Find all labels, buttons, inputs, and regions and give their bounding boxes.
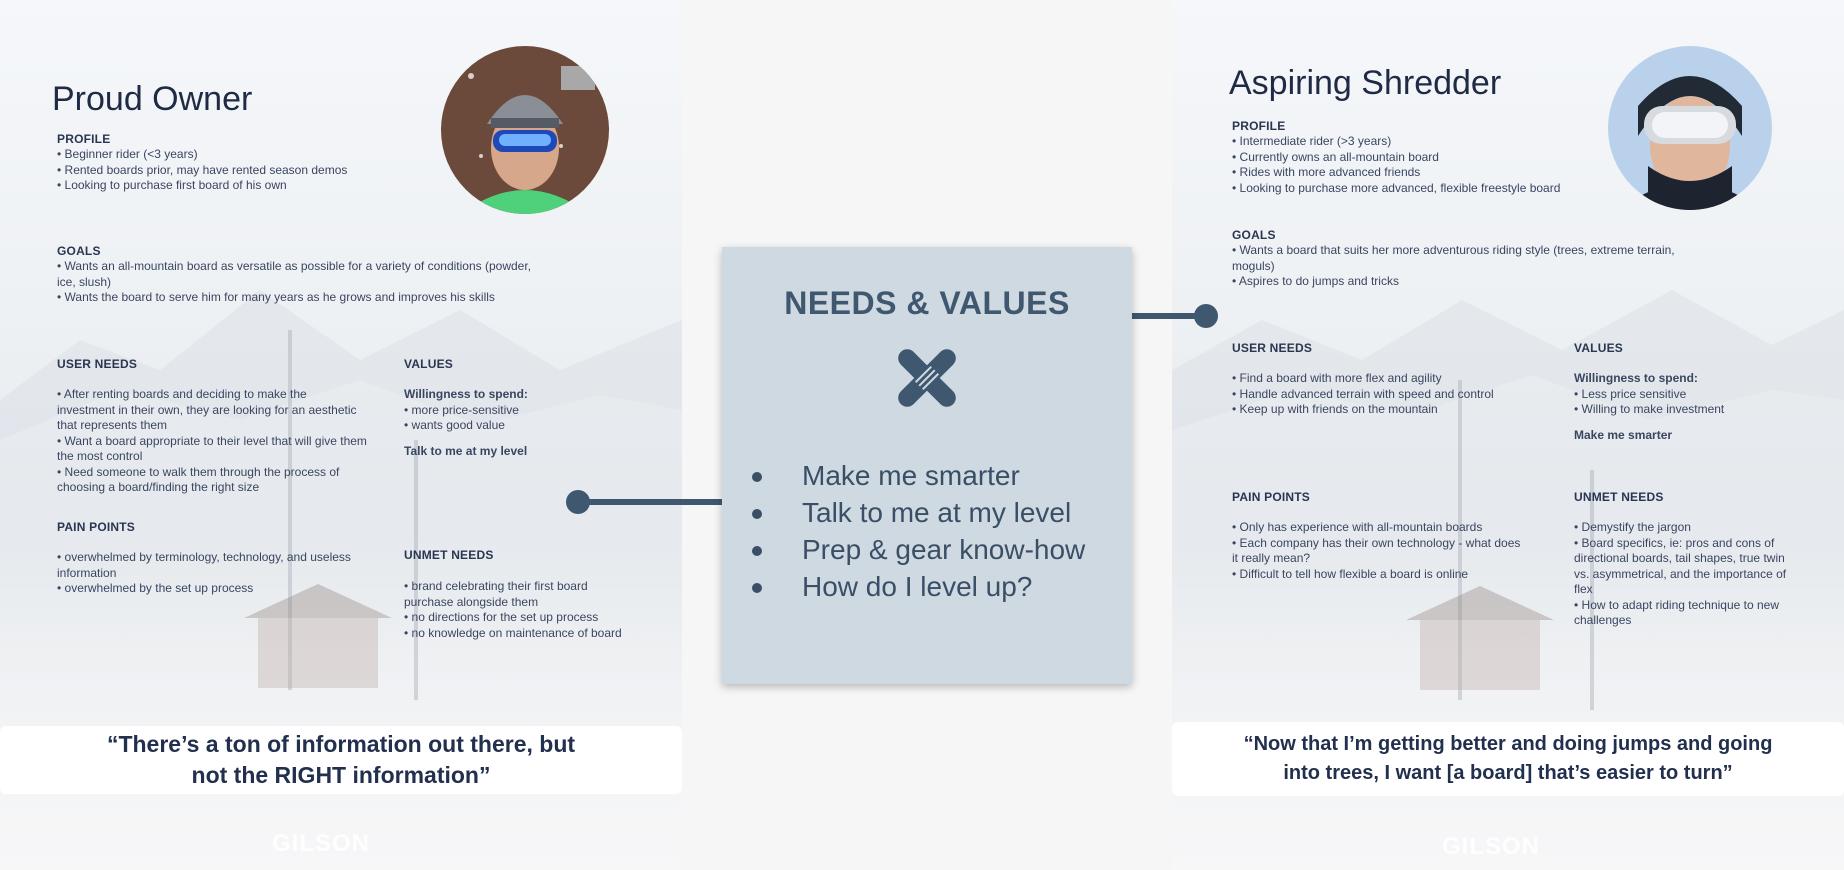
profile-item: • Rides with more advanced friends <box>1232 165 1421 179</box>
brand-logo: GILSON <box>272 830 371 857</box>
pain-points-item: • Each company has their own technology … <box>1232 535 1521 566</box>
unmet-needs-heading: UNMET NEEDS <box>1574 490 1664 504</box>
values-item: • more price-sensitive <box>404 402 519 417</box>
unmet-needs-item: • no knowledge on maintenance of board <box>404 625 622 640</box>
goals-heading: GOALS <box>1232 228 1276 242</box>
profile-item: • Rented boards prior, may have rented s… <box>57 162 348 177</box>
goals-item: • Wants an all-mountain board as versati… <box>57 259 531 289</box>
lift-tower <box>1458 380 1462 700</box>
goals-item: • Wants the board to serve him for many … <box>57 290 495 304</box>
persona-title: Proud Owner <box>52 80 253 118</box>
pain-points-heading: PAIN POINTS <box>1232 490 1310 504</box>
profile-list: • Beginner rider (<3 years) • Rented boa… <box>57 147 437 194</box>
mountain-backdrop <box>1172 290 1844 510</box>
connector-line-left <box>578 499 724 505</box>
quote-line: into trees, I want [a board] that’s easi… <box>1283 762 1733 784</box>
goals-item: • Wants a board that suits her more adve… <box>1232 243 1675 273</box>
profile-item: • Beginner rider (<3 years) <box>57 147 198 161</box>
goals-item: • Aspires to do jumps and tricks <box>1232 274 1399 288</box>
values-spend-label: Willingness to spend: <box>1574 371 1698 385</box>
quote-line: “Now that I’m getting better and doing j… <box>1243 733 1773 755</box>
mountain-backdrop <box>0 290 682 510</box>
values-item: • wants good value <box>404 418 505 432</box>
needs-values-card: NEEDS & VALUES Make me smarter Talk to m… <box>722 247 1132 684</box>
user-needs-item: • Want a board appropriate to their leve… <box>57 433 367 464</box>
profile-item: • Currently owns an all-mountain board <box>1232 149 1439 164</box>
ski-lodge <box>1406 586 1554 690</box>
user-needs-item: • Handle advanced terrain with speed and… <box>1232 386 1494 401</box>
profile-heading: PROFILE <box>1232 119 1286 133</box>
profile-heading: PROFILE <box>57 132 111 146</box>
user-needs-heading: USER NEEDS <box>1232 341 1313 355</box>
unmet-needs-item: • brand celebrating their first board pu… <box>404 579 588 609</box>
quote-line: “There’s a ton of information out there,… <box>106 731 576 757</box>
user-needs-list: • After renting boards and deciding to m… <box>57 387 367 496</box>
card-title: NEEDS & VALUES <box>784 285 1070 321</box>
goals-heading: GOALS <box>57 244 101 258</box>
user-needs-item: • Find a board with more flex and agilit… <box>1232 371 1442 385</box>
profile-item: • Intermediate rider (>3 years) <box>1232 134 1392 148</box>
user-needs-heading: USER NEEDS <box>57 357 138 371</box>
persona-quote: “Now that I’m getting better and doing j… <box>1172 722 1844 796</box>
pain-points-item: • Only has experience with all-mountain … <box>1232 520 1483 534</box>
brand-logo: GILSON <box>1442 833 1541 860</box>
lift-tower <box>1590 470 1594 710</box>
persona-card-aspiring-shredder: Aspiring Shredder PROFILE • Intermediate… <box>1172 0 1844 870</box>
needs-list-item: How do I level up? <box>750 568 1085 605</box>
profile-list: • Intermediate rider (>3 years) • Curren… <box>1232 134 1612 196</box>
persona-avatar <box>441 46 609 214</box>
values-tagline: Make me smarter <box>1574 427 1673 442</box>
ski-lodge <box>244 584 392 688</box>
snow-slope <box>1172 570 1844 870</box>
lift-tower <box>414 440 418 700</box>
quote-line: not the RIGHT information” <box>191 762 491 788</box>
values-list: Willingness to spend: • more price-sensi… <box>404 387 634 459</box>
values-item: • Willing to make investment <box>1574 402 1725 416</box>
profile-item: • Looking to purchase first board of his… <box>57 178 287 192</box>
needs-list: Make me smarter Talk to me at my level P… <box>750 457 1085 605</box>
goals-list: • Wants an all-mountain board as versati… <box>57 259 547 306</box>
unmet-needs-item: • Board specifics, ie: pros and cons of … <box>1574 535 1787 597</box>
pain-points-list: • overwhelmed by terminology, technology… <box>57 550 357 597</box>
pain-points-list: • Only has experience with all-mountain … <box>1232 520 1522 582</box>
unmet-needs-item: • How to adapt riding technique to new c… <box>1574 597 1779 628</box>
needs-list-item: Talk to me at my level <box>750 494 1085 531</box>
persona-title: Aspiring Shredder <box>1229 64 1502 102</box>
connector-dot-right <box>1194 304 1218 328</box>
user-needs-item: • Need someone to walk them through the … <box>57 464 340 495</box>
values-tagline: Talk to me at my level <box>404 443 528 458</box>
values-spend-label: Willingness to spend: <box>404 387 528 401</box>
pain-points-item: • overwhelmed by the set up process <box>57 581 254 595</box>
pain-points-item: • Difficult to tell how flexible a board… <box>1232 566 1469 581</box>
lift-tower <box>288 330 292 690</box>
user-needs-item: • Keep up with friends on the mountain <box>1232 402 1438 416</box>
values-list: Willingness to spend: • Less price sensi… <box>1574 371 1794 443</box>
unmet-needs-list: • Demystify the jargon • Board specifics… <box>1574 520 1794 629</box>
persona-avatar <box>1608 46 1772 210</box>
goals-list: • Wants a board that suits her more adve… <box>1232 243 1682 290</box>
unmet-needs-list: • brand celebrating their first board pu… <box>404 579 634 641</box>
unmet-needs-heading: UNMET NEEDS <box>404 548 494 562</box>
persona-card-proud-owner: Proud Owner PROFILE • Beginner rider (<3… <box>0 0 682 870</box>
connector-dot-left <box>566 490 590 514</box>
persona-quote: “There’s a ton of information out there,… <box>0 726 682 794</box>
needs-list-item: Prep & gear know-how <box>750 531 1085 568</box>
user-needs-list: • Find a board with more flex and agilit… <box>1232 371 1532 418</box>
snow-slope <box>0 570 682 870</box>
tools-cross-icon <box>898 349 956 407</box>
values-heading: VALUES <box>404 357 453 371</box>
values-item: • Less price sensitive <box>1574 386 1687 401</box>
unmet-needs-item: • no directions for the set up process <box>404 610 599 624</box>
pain-points-item: • overwhelmed by terminology, technology… <box>57 550 351 580</box>
profile-item: • Looking to purchase more advanced, fle… <box>1232 180 1561 195</box>
pain-points-heading: PAIN POINTS <box>57 520 135 534</box>
needs-list-item: Make me smarter <box>750 457 1085 494</box>
unmet-needs-item: • Demystify the jargon <box>1574 520 1691 534</box>
connector-line-right <box>1130 313 1210 319</box>
values-heading: VALUES <box>1574 341 1623 355</box>
user-needs-item: • After renting boards and deciding to m… <box>57 387 357 432</box>
